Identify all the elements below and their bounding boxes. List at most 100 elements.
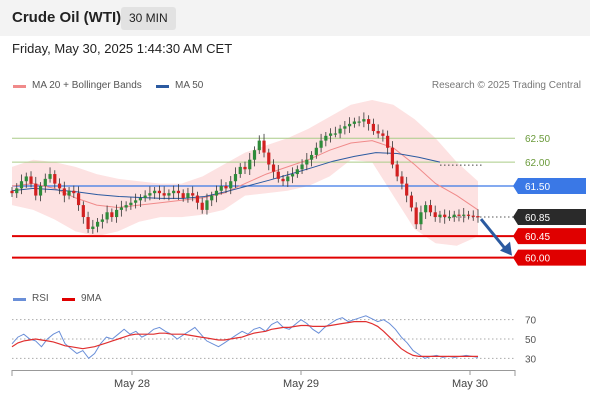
x-axis-line: [12, 370, 515, 371]
candle-body-47: [233, 174, 238, 182]
candle-body-93: [452, 214, 456, 218]
candle-body-60: [295, 169, 299, 175]
candle-body-16: [86, 217, 90, 229]
candle-body-5: [34, 183, 38, 196]
candle-body-68: [333, 133, 337, 135]
candle-body-88: [428, 205, 433, 213]
rsi-axis-label-30: 30: [525, 354, 537, 365]
price-level-label-3: 60.85: [513, 209, 586, 226]
candle-body-34: [172, 190, 176, 194]
candle-body-18: [95, 221, 100, 227]
candle-body-7: [43, 178, 47, 186]
price-level-text-2: 61.50: [525, 182, 550, 193]
x-axis-label-0: May 28: [114, 378, 150, 390]
instrument-title: Crude Oil (WTI): [12, 9, 122, 26]
candle-body-12: [67, 190, 71, 196]
price-level-text-0: 62.50: [525, 134, 550, 145]
candle-body-78: [381, 133, 385, 136]
price-level-text-4: 60.45: [525, 232, 550, 243]
price-level-tag-5: [513, 249, 586, 266]
candle-body-31: [157, 190, 162, 194]
candle-body-90: [438, 214, 442, 218]
copyright-label: Research © 2025 Trading Central: [431, 80, 581, 91]
candle-body-39: [195, 195, 200, 203]
candle-body-87: [424, 205, 428, 213]
candle-body-44: [219, 186, 223, 191]
candle-body-15: [81, 205, 85, 218]
candle-body-53: [262, 140, 266, 153]
candle-body-80: [390, 147, 395, 165]
rsi-ma-line: [11, 321, 478, 357]
price-level-label-4: 60.45: [513, 228, 586, 245]
candle-body-0: [10, 190, 14, 194]
rsi-line: [11, 315, 479, 360]
candle-body-25: [129, 202, 133, 206]
price-level-tag-3: [513, 209, 586, 226]
candle-body-30: [153, 190, 157, 194]
candle-body-20: [105, 212, 109, 220]
candle-body-81: [395, 164, 399, 177]
candle-body-79: [386, 135, 390, 148]
candle-body-13: [72, 190, 76, 194]
ma50-legend-label: MA 50: [175, 80, 204, 91]
candle-body-1: [15, 188, 19, 194]
rsi-legend-label: RSI: [32, 293, 49, 304]
candle-body-97: [471, 215, 475, 217]
timeframe-button[interactable]: 30 MIN: [121, 7, 176, 30]
candle-body-57: [281, 178, 285, 182]
candle-body-69: [338, 128, 342, 134]
candle-body-98: [476, 216, 480, 218]
ma20-legend-label: MA 20 + Bollinger Bands: [32, 80, 142, 91]
candle-body-46: [229, 181, 233, 189]
candle-body-54: [267, 152, 271, 165]
candle-body-33: [167, 193, 171, 196]
candle-body-63: [309, 154, 314, 160]
candle-body-10: [57, 183, 62, 189]
candle-body-70: [343, 126, 347, 129]
candle-body-24: [124, 205, 128, 208]
forecast-arrow-head: [500, 241, 512, 256]
candle-body-50: [248, 159, 252, 170]
candle-body-40: [200, 202, 204, 210]
ma9-legend-swatch: [62, 298, 75, 301]
candle-body-56: [276, 171, 280, 179]
candle-body-64: [314, 147, 318, 155]
price-level-label-1: 62.00: [525, 158, 550, 169]
candle-body-17: [91, 226, 95, 229]
candle-body-21: [110, 212, 114, 218]
candle-body-4: [29, 176, 33, 184]
candle-body-75: [367, 119, 371, 124]
ma9-legend-label: 9MA: [81, 293, 102, 304]
candle-body-41: [205, 200, 209, 210]
candle-body-58: [286, 176, 290, 182]
candle-body-45: [224, 186, 228, 189]
ma50-legend-swatch: [156, 85, 169, 88]
candle-body-96: [466, 214, 471, 216]
candle-body-23: [119, 207, 123, 210]
candle-body-49: [243, 166, 247, 170]
ma20-legend-swatch: [13, 85, 26, 88]
candle-body-82: [400, 176, 404, 184]
candle-body-72: [352, 121, 356, 124]
price-level-label-0: 62.50: [525, 134, 550, 145]
candle-body-86: [419, 212, 423, 225]
candle-body-51: [252, 150, 257, 160]
candle-body-29: [148, 193, 152, 196]
candle-body-77: [376, 131, 380, 134]
chart-header: Crude Oil (WTI) 30 MIN: [0, 0, 590, 36]
candle-body-26: [134, 200, 138, 203]
rsi-legend-swatch: [13, 298, 26, 301]
price-level-text-3: 60.85: [525, 213, 550, 224]
price-level-label-2: 61.50: [513, 178, 586, 194]
candle-body-62: [305, 159, 309, 165]
candle-body-92: [447, 217, 452, 219]
candle-body-55: [271, 164, 276, 172]
candle-body-36: [181, 193, 185, 198]
candle-body-73: [357, 121, 361, 123]
candle-body-32: [162, 193, 166, 196]
candle-body-38: [191, 193, 195, 196]
candle-body-91: [443, 214, 447, 218]
x-axis-label-1: May 29: [283, 378, 319, 390]
candle-body-94: [457, 214, 461, 216]
